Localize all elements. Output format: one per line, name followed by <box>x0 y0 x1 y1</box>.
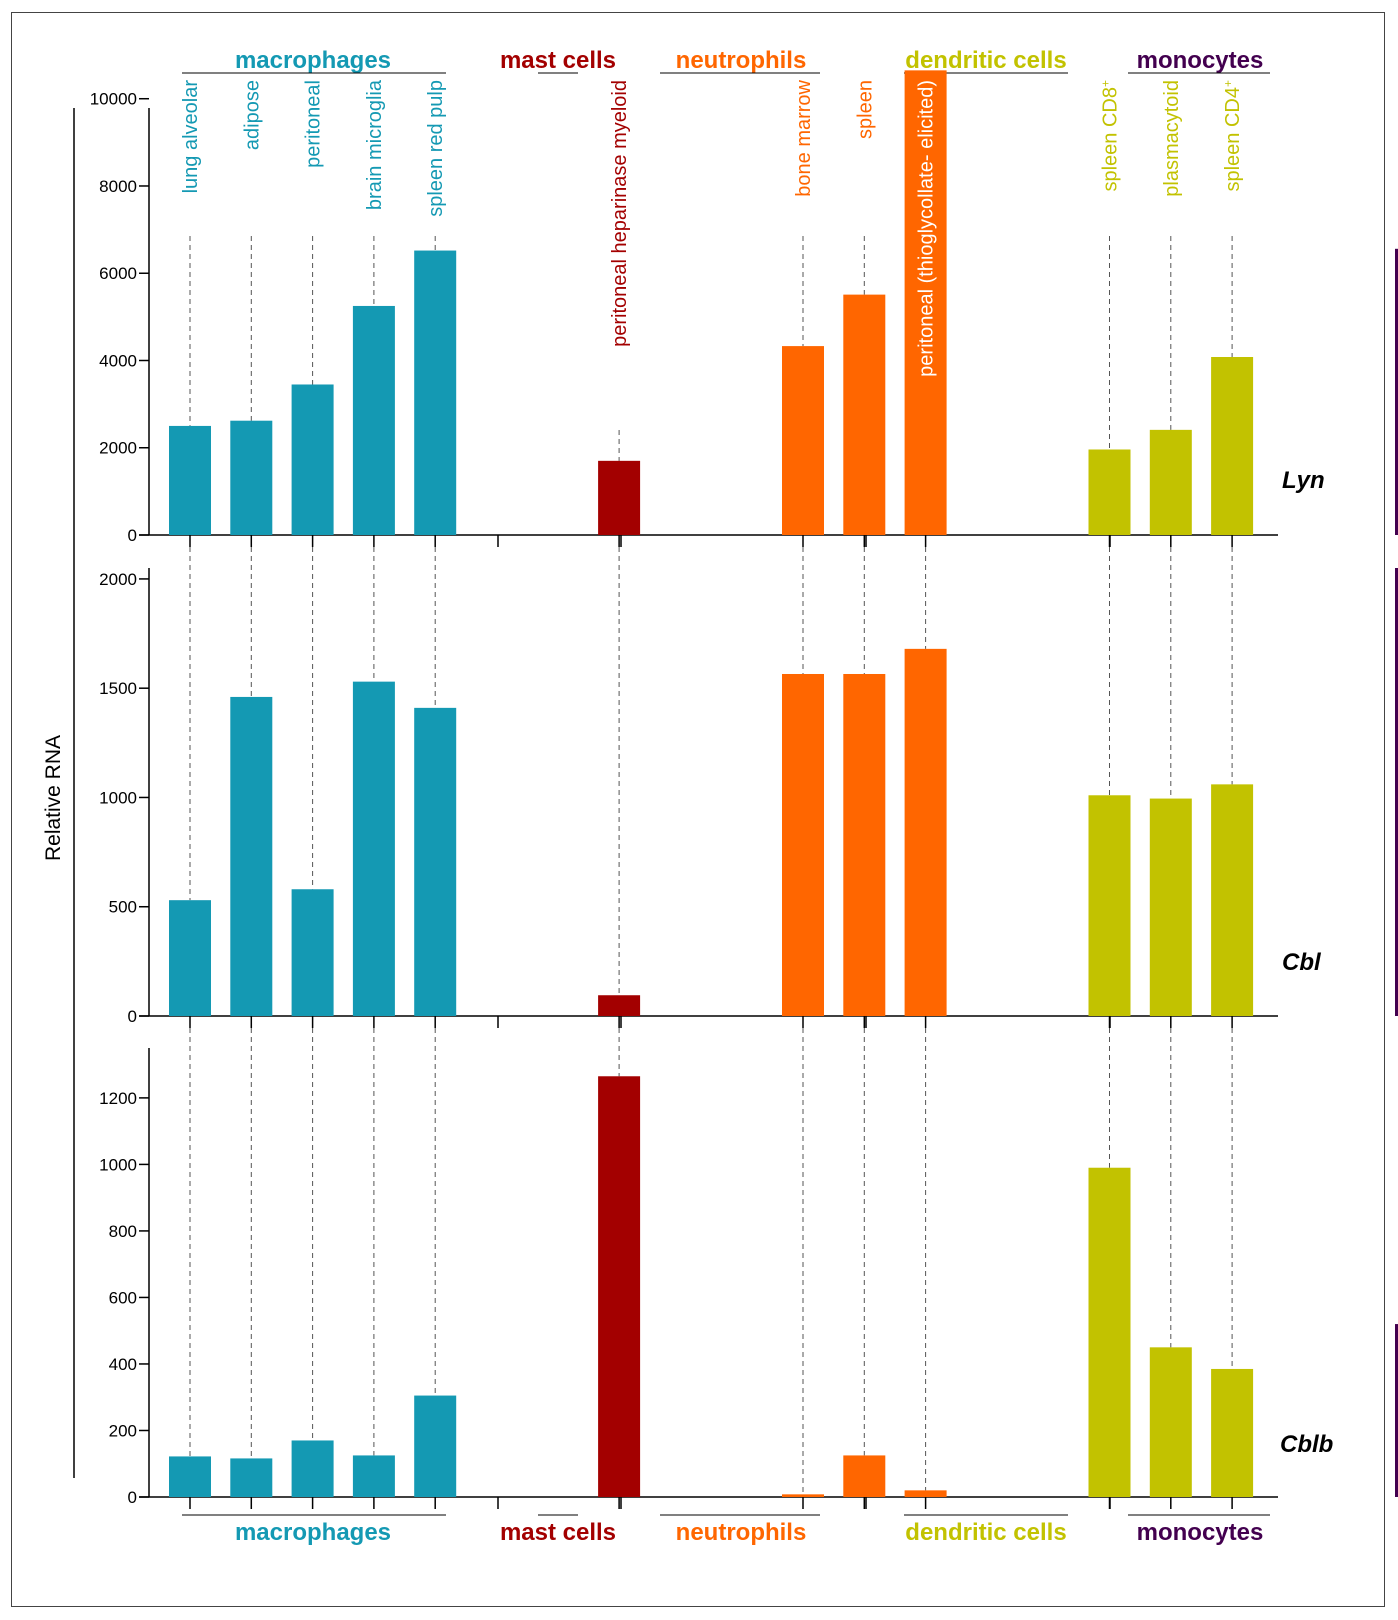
panel-0-bar-2 <box>291 384 334 535</box>
panel-0-gene-label: Lyn <box>1282 467 1325 494</box>
panel-1-bar-3 <box>352 681 395 1016</box>
panel-0-bar-6 <box>782 346 824 535</box>
panel-1-y-tick-label: 1000 <box>99 788 137 807</box>
panel-2-bar-2 <box>291 1440 334 1497</box>
panel-1-bar-11 <box>1211 784 1254 1016</box>
panel-2-bar-0 <box>169 1456 211 1497</box>
panel-0-bar-12 <box>1395 248 1398 535</box>
y-axis-label: Relative RNA <box>42 735 65 861</box>
panel-2-bar-1 <box>230 1458 273 1497</box>
figure-frame <box>11 12 1385 1607</box>
cell-label-2: peritoneal <box>303 80 325 168</box>
panel-1-bar-4 <box>414 707 457 1016</box>
panel-1-bar-2 <box>291 889 334 1016</box>
panel-1-y-tick-label: 2000 <box>99 570 137 589</box>
group-header-bottom-macrophages: macrophages <box>235 1519 391 1546</box>
panel-0-bar-9 <box>1088 449 1131 535</box>
cell-label-10: plasmacytoid <box>1161 80 1183 197</box>
group-header-bottom-monocytes: monocytes <box>1137 1519 1264 1546</box>
panel-0-bar-0 <box>169 425 211 535</box>
panel-0-bar-11 <box>1211 357 1254 535</box>
cell-label-4: spleen red pulp <box>425 80 447 217</box>
panel-0-y-tick-label: 0 <box>128 526 137 545</box>
panel-1-y-tick-label: 1500 <box>99 679 137 698</box>
panel-2-bar-5 <box>598 1076 641 1497</box>
cell-label-9: spleen CD8+ <box>1099 80 1122 192</box>
panel-1-bar-8 <box>904 648 947 1016</box>
panel-0-bar-7 <box>843 294 886 535</box>
cell-label-5: peritoneal heparinase myeloid <box>609 80 631 347</box>
cell-label-3: brain microglia <box>364 79 386 210</box>
panel-2-y-tick-label: 0 <box>128 1488 137 1507</box>
panel-2-bar-7 <box>843 1455 886 1497</box>
panel-2-bar-10 <box>1149 1347 1192 1497</box>
panel-0-y-tick-label: 2000 <box>99 439 137 458</box>
panel-0-bar-5 <box>598 460 641 535</box>
panel-2-y-tick-label: 800 <box>109 1222 137 1241</box>
cell-label-superscript: + <box>1099 80 1113 87</box>
group-header-top-monocytes: monocytes <box>1137 47 1264 74</box>
panel-1-y-tick-label: 0 <box>128 1007 137 1026</box>
panel-1-bar-10 <box>1149 798 1192 1016</box>
panel-1-bar-1 <box>230 696 273 1016</box>
group-header-top-neutrophils: neutrophils <box>676 47 807 74</box>
cell-label-superscript: + <box>1221 80 1235 87</box>
group-header-bottom-mast-cells: mast cells <box>500 1519 616 1546</box>
group-header-bottom-neutrophils: neutrophils <box>676 1519 807 1546</box>
panel-2-bar-9 <box>1088 1167 1131 1497</box>
panel-0-bar-4 <box>414 250 457 536</box>
panel-2-y-tick-label: 200 <box>109 1421 137 1440</box>
cell-label-6: bone marrow <box>793 79 815 196</box>
panel-2-bar-3 <box>352 1455 395 1497</box>
panel-1-y-tick-label: 500 <box>109 898 137 917</box>
panel-2-bar-12 <box>1395 1324 1398 1497</box>
panel-2-bar-11 <box>1211 1368 1254 1497</box>
cell-label-8: peritoneal (thioglycollate- elicited) <box>916 80 938 377</box>
cell-label-0: lung alveolar <box>180 80 202 194</box>
panel-1-bar-7 <box>843 673 886 1016</box>
panel-0-bar-1 <box>230 420 273 535</box>
group-header-bottom-dendritic-cells: dendritic cells <box>905 1519 1066 1546</box>
panel-0-y-tick-label: 4000 <box>99 351 137 370</box>
group-header-top-dendritic-cells: dendritic cells <box>905 47 1066 74</box>
panel-0-y-tick-label: 6000 <box>99 264 137 283</box>
panel-0-bar-3 <box>352 305 395 535</box>
group-header-top-macrophages: macrophages <box>235 47 391 74</box>
panel-2-bar-8 <box>904 1490 947 1497</box>
panel-2-y-tick-label: 600 <box>109 1288 137 1307</box>
panel-1-bar-6 <box>782 673 824 1016</box>
cell-label-1: adipose <box>241 80 263 150</box>
panel-1-bar-12 <box>1395 568 1398 1016</box>
panel-1-bar-5 <box>598 995 641 1016</box>
panel-0-bar-8 <box>904 70 947 535</box>
panel-1-bar-9 <box>1088 795 1131 1016</box>
cell-label-7: spleen <box>854 80 876 139</box>
panel-0-y-tick-label: 10000 <box>90 90 137 109</box>
panel-2-gene-label: Cblb <box>1280 1431 1333 1458</box>
panel-0-y-tick-label: 8000 <box>99 177 137 196</box>
panel-2-y-tick-label: 400 <box>109 1355 137 1374</box>
group-header-top-mast-cells: mast cells <box>500 47 616 74</box>
panel-1-gene-label: Cbl <box>1282 949 1322 976</box>
panel-2-y-tick-label: 1200 <box>99 1089 137 1108</box>
panel-2-y-tick-label: 1000 <box>99 1155 137 1174</box>
panel-2-bar-4 <box>414 1395 457 1497</box>
panel-0-bar-10 <box>1149 429 1192 535</box>
panel-2-bar-6 <box>782 1494 824 1497</box>
cell-label-11: spleen CD4+ <box>1221 80 1244 192</box>
panel-1-bar-0 <box>169 900 211 1016</box>
